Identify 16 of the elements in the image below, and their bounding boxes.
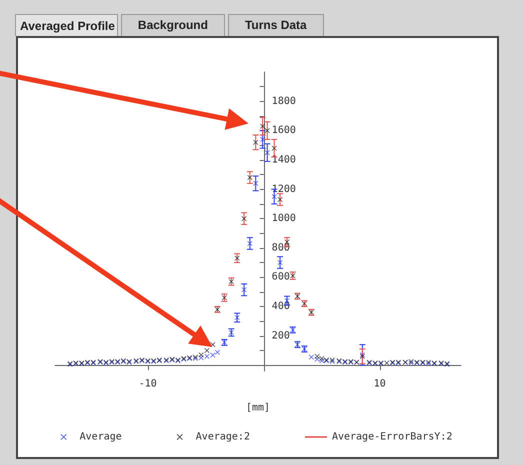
y-tick-label: 1600 xyxy=(272,125,296,136)
y-tick-label: 1400 xyxy=(272,154,296,166)
y-tick-label: 1000 xyxy=(272,213,296,224)
legend-label: Average xyxy=(80,432,122,442)
legend-label: Average:2 xyxy=(196,432,250,442)
x-axis-title: [mm] xyxy=(246,402,270,414)
x-tick-label: -10 xyxy=(138,378,157,390)
x-tick-label: 10 xyxy=(374,378,386,390)
y-tick-label: 600 xyxy=(272,272,290,283)
legend-label: Average-ErrorBarsY:2 xyxy=(332,432,452,442)
y-tick-label: 800 xyxy=(272,242,290,254)
text: Turns Data xyxy=(228,14,324,36)
y-tick-label: 1200 xyxy=(272,184,296,195)
text: Background xyxy=(120,14,225,36)
y-tick-label: 1800 xyxy=(272,96,296,107)
y-tick-label: 200 xyxy=(272,330,290,342)
